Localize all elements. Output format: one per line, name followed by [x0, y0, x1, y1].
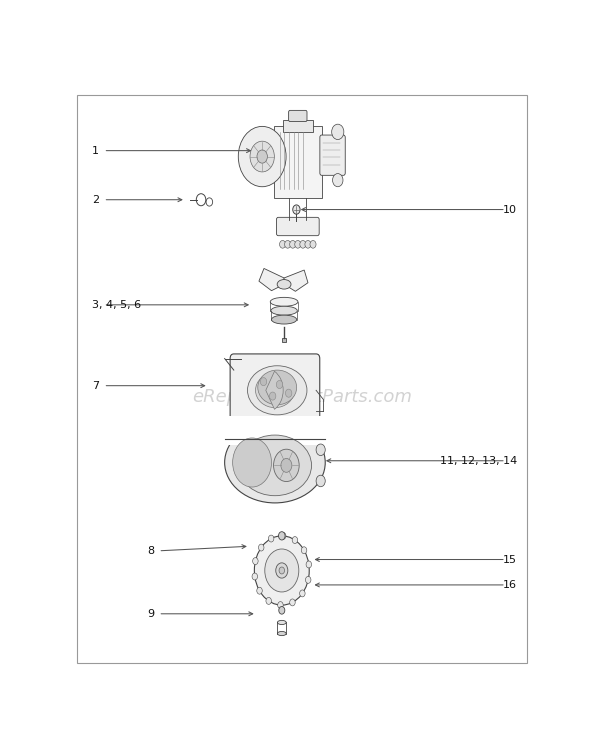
Ellipse shape [271, 306, 297, 315]
Circle shape [270, 392, 276, 400]
Circle shape [253, 558, 258, 565]
Ellipse shape [270, 297, 298, 306]
Circle shape [260, 377, 267, 386]
Text: 11, 12, 13, 14: 11, 12, 13, 14 [440, 456, 517, 466]
Circle shape [276, 380, 283, 388]
Circle shape [310, 241, 316, 248]
Circle shape [280, 241, 286, 248]
Circle shape [301, 547, 307, 554]
Circle shape [306, 561, 312, 568]
FancyBboxPatch shape [230, 354, 320, 427]
Circle shape [280, 532, 286, 539]
Circle shape [316, 444, 325, 455]
Text: 3, 4, 5, 6: 3, 4, 5, 6 [92, 300, 141, 310]
Circle shape [276, 562, 288, 578]
FancyBboxPatch shape [320, 135, 345, 176]
Circle shape [254, 536, 309, 605]
Circle shape [258, 544, 264, 551]
Circle shape [279, 567, 284, 574]
Text: 8: 8 [147, 546, 154, 556]
Circle shape [290, 599, 295, 606]
Circle shape [292, 536, 298, 544]
Circle shape [278, 532, 285, 540]
Ellipse shape [255, 373, 294, 408]
Ellipse shape [225, 422, 325, 503]
Polygon shape [284, 270, 308, 291]
Circle shape [293, 205, 300, 214]
Circle shape [279, 607, 285, 614]
FancyBboxPatch shape [277, 217, 319, 236]
Circle shape [286, 389, 292, 398]
Text: 10: 10 [503, 205, 517, 214]
Ellipse shape [277, 620, 286, 625]
Text: 9: 9 [147, 609, 154, 619]
Text: 2: 2 [92, 195, 99, 205]
Polygon shape [259, 268, 284, 291]
Circle shape [274, 449, 299, 482]
Text: 7: 7 [92, 381, 99, 391]
Circle shape [306, 577, 311, 584]
Text: 1: 1 [92, 146, 99, 156]
Circle shape [281, 458, 292, 472]
Circle shape [295, 241, 301, 248]
Ellipse shape [238, 435, 312, 496]
Text: 15: 15 [503, 554, 517, 565]
Text: eReplacementParts.com: eReplacementParts.com [192, 388, 412, 406]
Circle shape [238, 127, 286, 187]
FancyBboxPatch shape [274, 127, 322, 198]
Circle shape [284, 241, 291, 248]
FancyBboxPatch shape [282, 338, 286, 342]
Circle shape [266, 598, 271, 604]
Ellipse shape [258, 370, 297, 405]
Circle shape [265, 549, 299, 592]
FancyBboxPatch shape [289, 110, 307, 122]
FancyBboxPatch shape [222, 416, 327, 446]
Circle shape [333, 173, 343, 187]
Circle shape [290, 241, 296, 248]
FancyBboxPatch shape [283, 120, 313, 132]
Circle shape [305, 241, 311, 248]
Circle shape [300, 241, 306, 248]
Circle shape [250, 141, 274, 172]
Circle shape [252, 573, 257, 580]
Circle shape [278, 602, 283, 608]
Circle shape [316, 476, 325, 487]
Circle shape [300, 590, 305, 597]
Ellipse shape [277, 632, 286, 635]
Text: 16: 16 [503, 580, 517, 590]
Circle shape [268, 535, 274, 542]
Ellipse shape [248, 366, 307, 415]
Ellipse shape [277, 280, 291, 289]
Circle shape [257, 150, 267, 164]
Ellipse shape [271, 315, 297, 324]
Circle shape [257, 587, 263, 594]
Circle shape [332, 124, 344, 140]
Wedge shape [266, 371, 283, 410]
Ellipse shape [232, 438, 271, 487]
